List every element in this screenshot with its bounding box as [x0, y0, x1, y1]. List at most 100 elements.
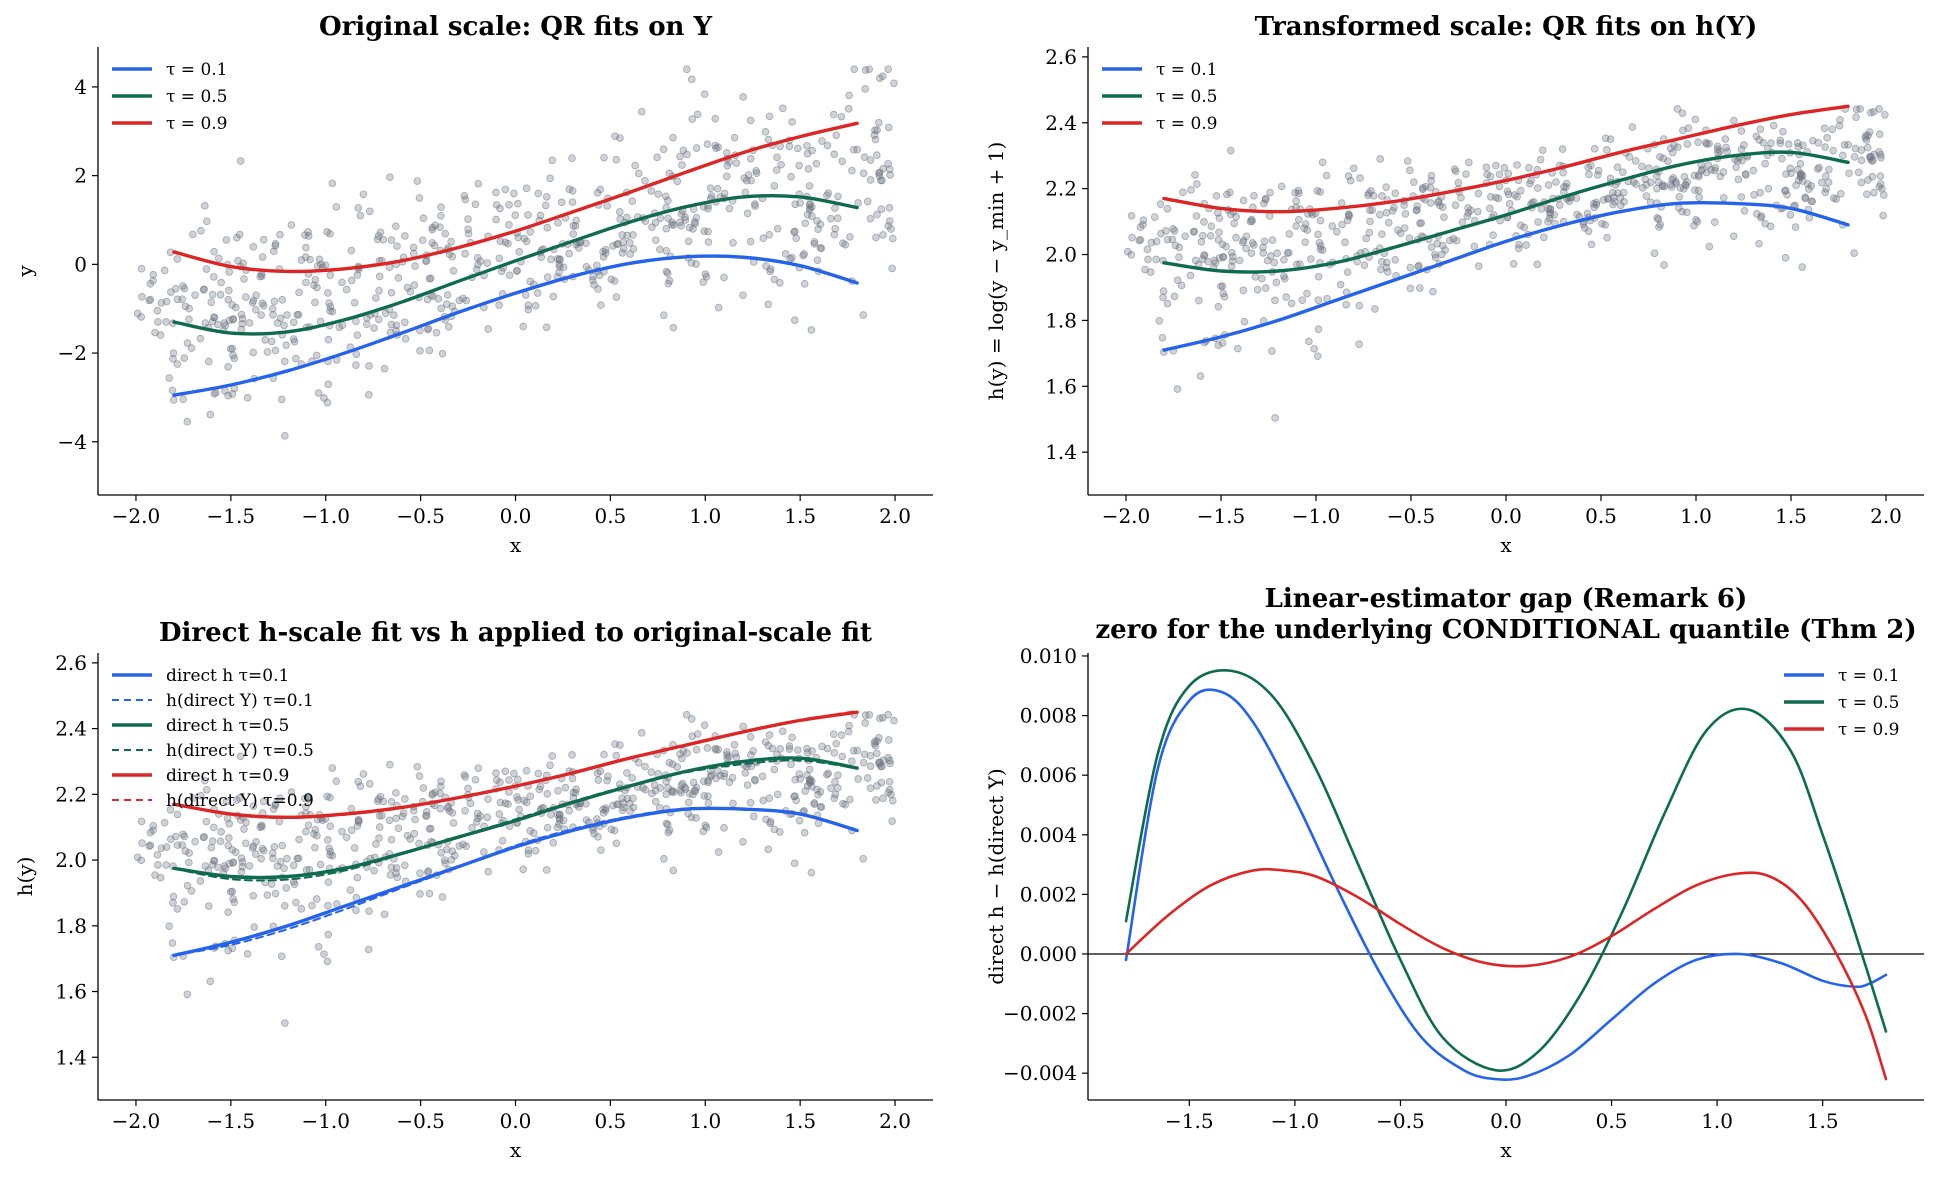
- scatter-point: [202, 265, 211, 273]
- scatter-point: [1474, 189, 1483, 198]
- scatter-point: [289, 335, 298, 343]
- scatter-point: [471, 200, 480, 209]
- scatter-point: [660, 311, 668, 319]
- scatter-point: [764, 300, 772, 309]
- scatter-point: [1737, 127, 1746, 135]
- scatter-point: [306, 255, 314, 264]
- scatter-point: [554, 219, 562, 227]
- series-line-4: [172, 759, 859, 882]
- scatter-point: [725, 752, 733, 761]
- scatter-point: [817, 244, 826, 253]
- scatter-point: [1589, 199, 1598, 208]
- scatter-point: [751, 776, 759, 785]
- scatter-point: [271, 346, 280, 355]
- scatter-point: [1740, 141, 1748, 149]
- scatter-point: [593, 189, 602, 197]
- scatter-point: [257, 311, 265, 319]
- scatter-point: [415, 839, 423, 848]
- scatter-point: [375, 272, 384, 281]
- scatter-point: [1270, 258, 1279, 267]
- scatter-point: [510, 189, 518, 198]
- scatter-point: [514, 199, 522, 208]
- scatter-point: [1604, 194, 1613, 203]
- scatter-point: [1405, 234, 1414, 242]
- scatter-point: [183, 881, 192, 890]
- scatter-point: [495, 301, 503, 309]
- scatter-point: [271, 801, 280, 810]
- scatter-point: [700, 721, 709, 730]
- scatter-point: [1522, 241, 1530, 249]
- scatter-point: [1336, 280, 1345, 289]
- scatter-point: [1822, 172, 1830, 181]
- scatter-point: [1794, 143, 1803, 151]
- legend-label: τ = 0.5: [1838, 693, 1900, 713]
- scatter-point: [225, 268, 234, 276]
- scatter-point: [437, 203, 445, 212]
- scatter-point: [1821, 143, 1829, 151]
- scatter-point: [1189, 227, 1198, 236]
- scatter-point: [1197, 238, 1206, 246]
- scatter-point: [1186, 271, 1195, 280]
- scatter-point: [1227, 248, 1236, 257]
- scatter-point: [673, 177, 682, 186]
- scatter-point: [600, 153, 608, 162]
- scatter-point: [805, 182, 814, 190]
- scatter-point: [145, 296, 153, 305]
- scatter-point: [511, 211, 520, 220]
- scatter-point: [370, 866, 378, 875]
- scatter-point: [838, 157, 847, 166]
- scatter-point: [1655, 223, 1663, 231]
- scatter-point: [1474, 262, 1483, 270]
- scatter-point: [628, 774, 637, 782]
- scatter-point: [1505, 200, 1514, 208]
- scatter-point: [173, 360, 182, 368]
- scatter-point: [656, 214, 665, 223]
- scatter-point: [1540, 233, 1548, 242]
- scatter-point: [1867, 156, 1876, 165]
- scatter-point: [885, 217, 894, 225]
- scatter-point: [861, 711, 870, 719]
- scatter-point: [173, 905, 182, 913]
- scatter-point: [239, 259, 247, 268]
- scatter-point: [1233, 344, 1242, 353]
- scatter-point: [324, 289, 332, 297]
- scatter-point: [1711, 164, 1720, 172]
- scatter-point: [795, 816, 804, 825]
- scatter-point: [1391, 255, 1399, 264]
- scatter-point: [185, 304, 194, 313]
- scatter-point: [1457, 193, 1465, 202]
- scatter-point: [1239, 286, 1248, 295]
- scatter-point: [662, 224, 671, 233]
- scatter-point: [829, 730, 838, 738]
- scatter-point: [803, 744, 811, 753]
- scatter-point: [683, 150, 691, 159]
- scatter-point: [620, 244, 628, 253]
- scatter-point: [1875, 183, 1884, 191]
- scatter-point: [781, 250, 790, 258]
- scatter-point: [240, 825, 248, 833]
- scatter-point: [555, 268, 563, 277]
- scatter-point: [1559, 168, 1567, 177]
- scatter-point: [1787, 169, 1795, 177]
- scatter-point: [276, 230, 284, 239]
- scatter-point: [1850, 249, 1858, 257]
- scatter-point: [546, 174, 554, 183]
- scatter-point: [597, 846, 605, 854]
- scatter-point: [347, 246, 356, 255]
- scatter-point: [1366, 217, 1374, 226]
- scatter-point: [1729, 232, 1738, 241]
- scatter-point: [292, 898, 300, 907]
- scatter-point: [347, 804, 356, 813]
- scatter-point: [202, 786, 211, 794]
- scatter-point: [137, 313, 146, 321]
- scatter-point: [304, 821, 313, 830]
- scatter-point: [593, 815, 601, 823]
- scatter-point: [873, 210, 881, 219]
- scatter-point: [461, 249, 469, 258]
- y-tick-label: 2.2: [55, 782, 87, 806]
- scatter-point: [1616, 201, 1625, 210]
- scatter-point: [668, 218, 676, 227]
- scatter-point: [363, 320, 371, 329]
- scatter-point: [1680, 172, 1689, 181]
- scatter-point: [669, 866, 678, 875]
